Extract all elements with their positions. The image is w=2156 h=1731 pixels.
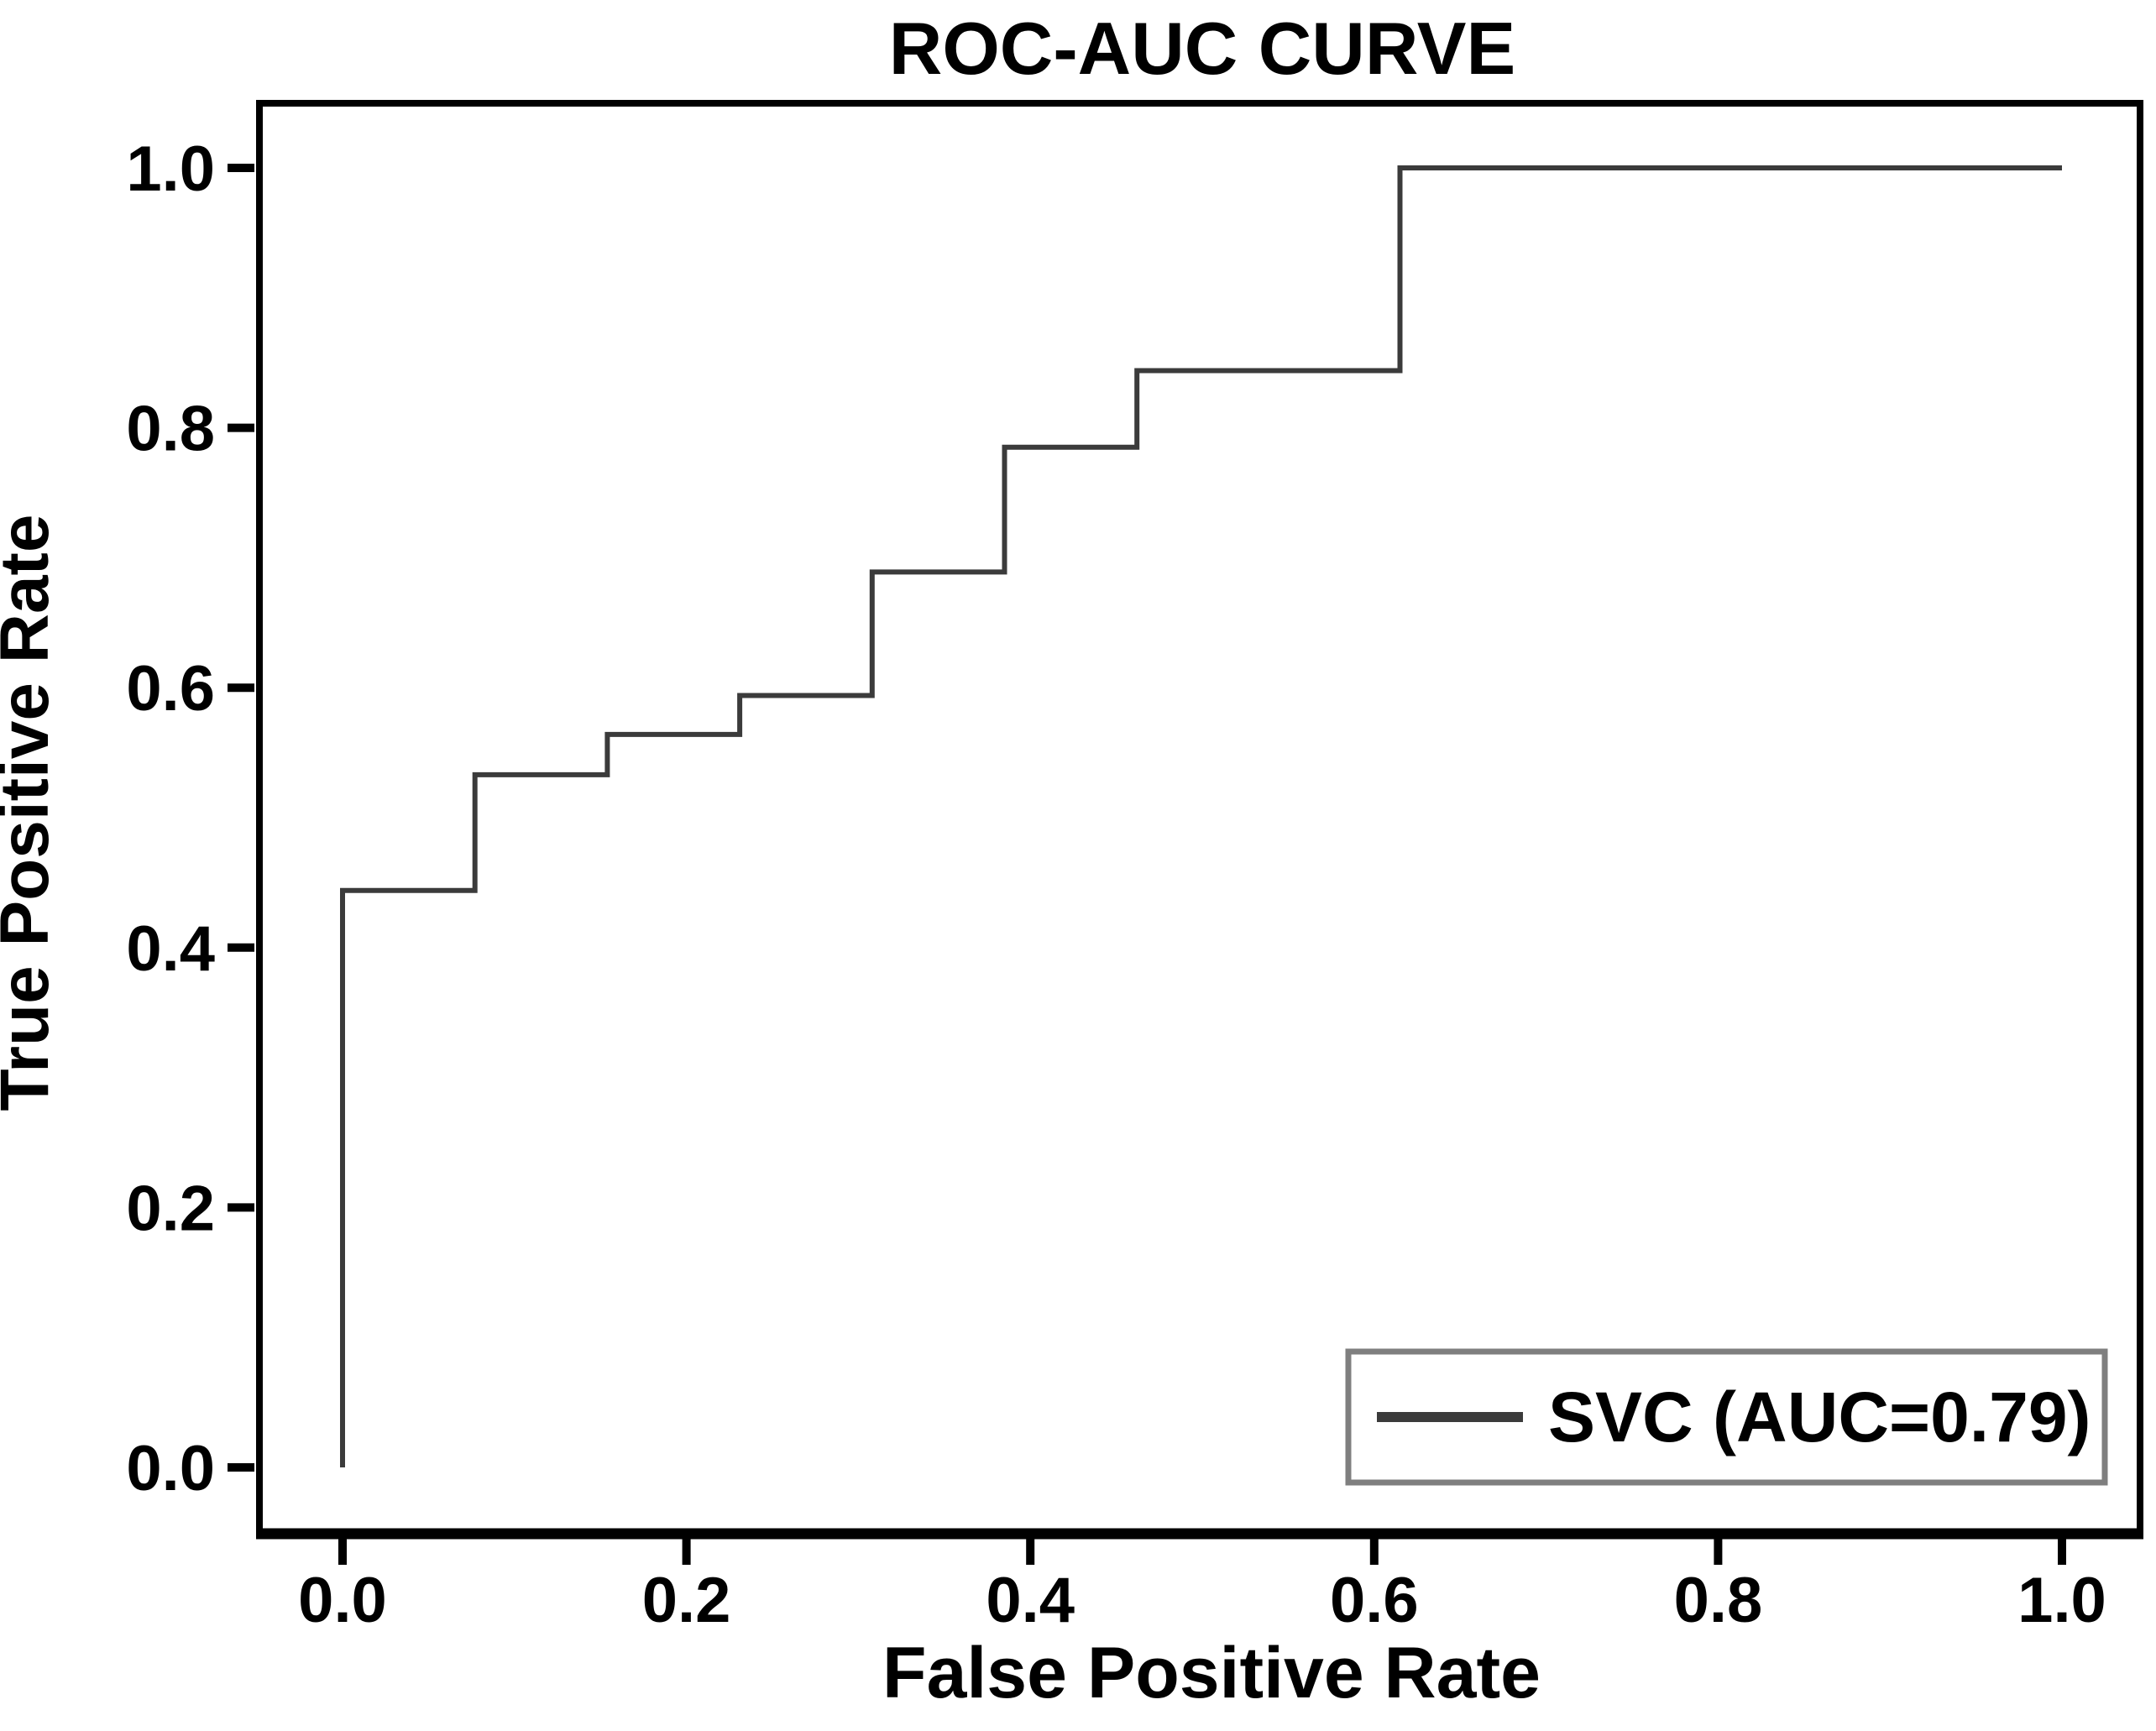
y-tick-label: 0.8 [126,394,215,465]
chart-title: ROC-AUC CURVE [889,7,1515,90]
roc-curve-series [340,165,2062,1467]
x-axis-label: False Positive Rate [882,1633,1541,1713]
x-tick-label: 0.6 [1330,1565,1419,1636]
x-tick-label: 0.0 [298,1565,387,1636]
y-tick-label: 0.0 [126,1433,215,1504]
y-tick-label: 0.4 [126,913,215,985]
legend-label: SVC (AUC=0.79) [1548,1378,2091,1456]
x-tick-label: 0.8 [1674,1565,1763,1636]
roc-curve-svc [340,165,2062,1467]
x-tick-label: 0.4 [986,1565,1075,1636]
y-tick-label: 0.2 [126,1173,215,1244]
y-tick-label: 0.6 [126,653,215,724]
y-tick-label: 1.0 [126,133,215,205]
legend: SVC (AUC=0.79) [1345,1348,2108,1486]
x-tick-label: 1.0 [2017,1565,2106,1636]
x-tick-label: 0.2 [642,1565,731,1636]
axes: 0.0 0.2 0.4 0.6 0.8 1.0 0.0 0.2 0.4 0.6 0.8 1.0 [126,100,2143,1636]
y-axis-label: True Positive Rate [0,515,63,1111]
